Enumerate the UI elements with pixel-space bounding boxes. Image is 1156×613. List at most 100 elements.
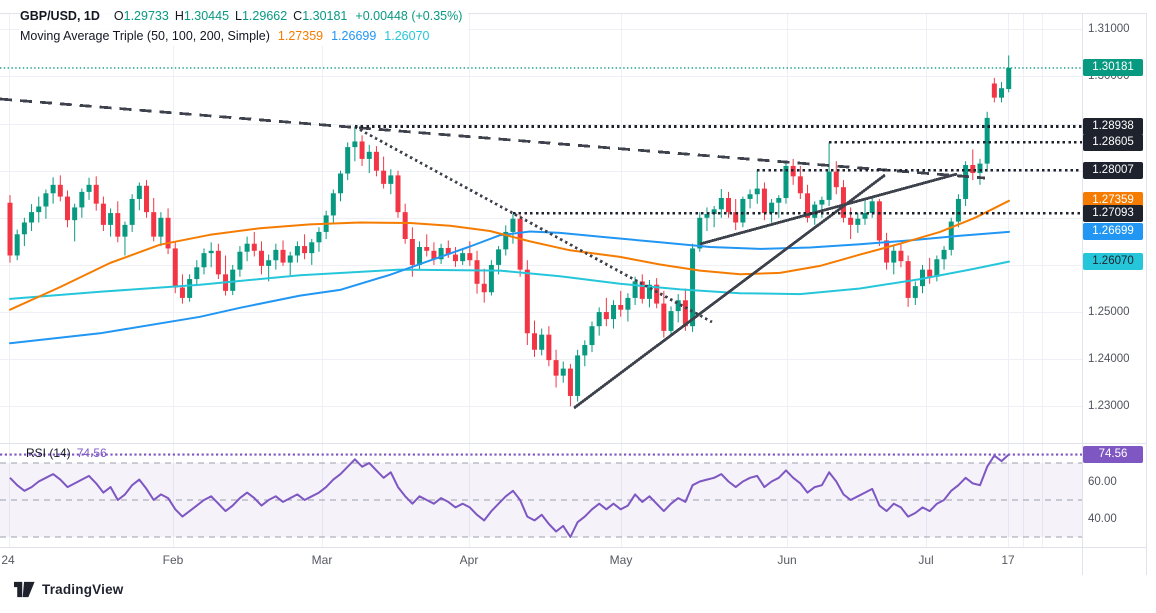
candle-body[interactable] <box>582 345 588 356</box>
candle-body[interactable] <box>761 188 767 214</box>
candle-body[interactable] <box>187 279 193 298</box>
candle-body[interactable] <box>697 217 703 249</box>
rsi-legend-row[interactable]: RSI (14) 74.56 <box>26 446 107 460</box>
candle-body[interactable] <box>805 193 811 218</box>
ma50-line[interactable] <box>9 199 1010 311</box>
candle-body[interactable] <box>927 269 933 277</box>
candle-body[interactable] <box>402 212 408 240</box>
candle-body[interactable] <box>596 312 602 327</box>
candle-body[interactable] <box>840 187 846 218</box>
candle-body[interactable] <box>424 247 430 251</box>
candle-body[interactable] <box>991 83 997 98</box>
candle-body[interactable] <box>50 184 56 194</box>
candle-body[interactable] <box>603 312 609 320</box>
candle-body[interactable] <box>72 207 78 221</box>
candle-body[interactable] <box>64 196 70 221</box>
candle-body[interactable] <box>316 231 322 243</box>
candle-body[interactable] <box>215 250 221 275</box>
candle-body[interactable] <box>884 240 890 263</box>
candle-body[interactable] <box>302 246 308 254</box>
candle-body[interactable] <box>963 165 969 199</box>
candle-body[interactable] <box>625 297 631 310</box>
candle-body[interactable] <box>783 165 789 199</box>
candle-body[interactable] <box>273 249 279 261</box>
candle-body[interactable] <box>524 269 530 334</box>
candle-body[interactable] <box>718 198 724 210</box>
candle-body[interactable] <box>366 151 372 159</box>
candle-body[interactable] <box>733 212 739 223</box>
candle-body[interactable] <box>179 287 185 298</box>
candle-body[interactable] <box>611 304 617 320</box>
candle-body[interactable] <box>503 231 509 250</box>
candle-body[interactable] <box>7 202 13 256</box>
candle-body[interactable] <box>287 255 293 263</box>
tradingview-logo-icon[interactable] <box>14 581 35 598</box>
ma-legend-row[interactable]: Moving Average Triple (50, 100, 200, Sim… <box>20 26 469 46</box>
candle-body[interactable] <box>172 248 178 288</box>
candle-body[interactable] <box>244 243 250 252</box>
candle-body[interactable] <box>517 218 523 270</box>
candle-body[interactable] <box>496 249 502 265</box>
tradingview-brand[interactable]: TradingView <box>42 582 124 597</box>
candle-body[interactable] <box>869 201 875 214</box>
candle-body[interactable] <box>668 311 674 331</box>
candle-body[interactable] <box>79 191 85 208</box>
candle-body[interactable] <box>826 171 832 200</box>
candle-body[interactable] <box>115 213 121 237</box>
candle-body[interactable] <box>675 300 681 312</box>
candle-body[interactable] <box>546 334 552 361</box>
candle-body[interactable] <box>381 170 387 184</box>
candle-body[interactable] <box>862 213 868 219</box>
candle-body[interactable] <box>855 218 861 225</box>
candle-body[interactable] <box>251 243 257 251</box>
candle-body[interactable] <box>136 185 142 199</box>
candle-body[interactable] <box>417 247 423 265</box>
candle-body[interactable] <box>445 247 451 255</box>
candle-body[interactable] <box>955 198 961 222</box>
candle-body[interactable] <box>905 261 911 298</box>
candle-body[interactable] <box>144 185 150 213</box>
ma100-line[interactable] <box>9 230 1010 345</box>
candle-body[interactable] <box>330 193 336 216</box>
candle-body[interactable] <box>86 184 92 192</box>
ma-indicator-title[interactable]: Moving Average Triple (50, 100, 200, Sim… <box>20 29 270 43</box>
pane-separator[interactable] <box>0 443 1146 444</box>
candle-body[interactable] <box>280 249 286 263</box>
candle-body[interactable] <box>797 176 803 194</box>
candle-body[interactable] <box>639 281 645 299</box>
candle-body[interactable] <box>618 304 624 310</box>
rsi-line[interactable] <box>9 453 1010 538</box>
candle-body[interactable] <box>43 193 49 207</box>
candle-body[interactable] <box>754 188 760 195</box>
candle-body[interactable] <box>891 250 897 263</box>
candle-body[interactable] <box>704 214 710 218</box>
candle-body[interactable] <box>294 246 300 256</box>
candle-body[interactable] <box>237 251 243 270</box>
candle-body[interactable] <box>898 250 904 262</box>
candle-body[interactable] <box>532 333 538 350</box>
candle-body[interactable] <box>984 117 990 164</box>
candle-body[interactable] <box>934 259 940 277</box>
trendline-solid[interactable] <box>699 172 958 246</box>
candle-body[interactable] <box>747 194 753 199</box>
candle-body[interactable] <box>338 173 344 194</box>
candle-body[interactable] <box>812 204 818 218</box>
candle-body[interactable] <box>833 171 839 188</box>
rsi-indicator-title[interactable]: RSI (14) <box>26 446 71 460</box>
candle-body[interactable] <box>309 242 315 254</box>
candle-body[interactable] <box>452 254 458 262</box>
candle-body[interactable] <box>977 163 983 174</box>
candle-body[interactable] <box>258 250 264 266</box>
candle-body[interactable] <box>632 281 638 298</box>
candle-body[interactable] <box>560 368 566 376</box>
candle-body[interactable] <box>661 303 667 331</box>
candle-body[interactable] <box>352 141 358 148</box>
candle-body[interactable] <box>970 165 976 174</box>
candle-body[interactable] <box>711 209 717 215</box>
candle-body[interactable] <box>1006 67 1012 90</box>
candle-body[interactable] <box>158 217 164 237</box>
candle-body[interactable] <box>388 175 394 184</box>
candle-body[interactable] <box>726 198 731 213</box>
candle-body[interactable] <box>373 151 379 171</box>
